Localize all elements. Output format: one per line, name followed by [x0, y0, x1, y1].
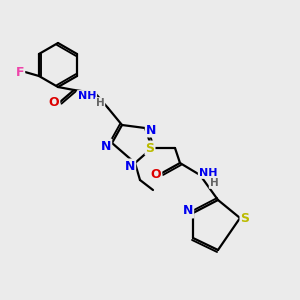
Text: N: N [125, 160, 135, 172]
Text: O: O [49, 97, 59, 110]
Text: F: F [16, 65, 24, 79]
Text: N: N [146, 124, 156, 136]
Text: H: H [210, 178, 218, 188]
Text: N: N [101, 140, 111, 152]
Text: H: H [96, 98, 104, 108]
Text: S: S [146, 142, 154, 154]
Text: N: N [183, 205, 193, 218]
Text: O: O [151, 169, 161, 182]
Text: S: S [241, 212, 250, 224]
Text: NH: NH [199, 168, 217, 178]
Text: NH: NH [78, 91, 96, 101]
